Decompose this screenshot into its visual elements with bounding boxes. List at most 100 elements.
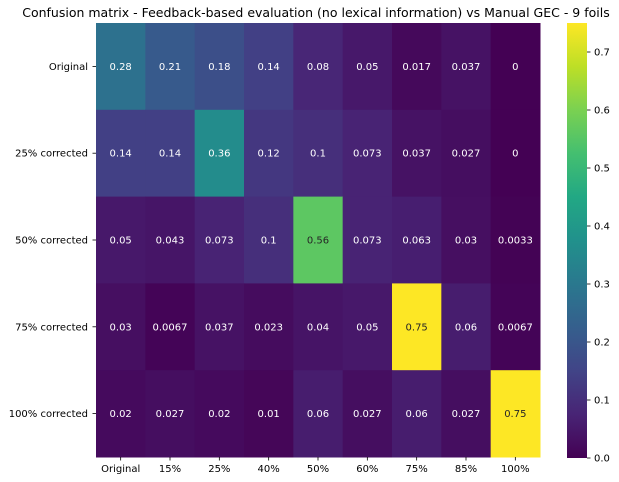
cell-value-label: 0.06 (307, 409, 329, 420)
colorbar-tick-label: 0.1 (594, 396, 610, 407)
cell-value-label: 0.073 (353, 236, 382, 247)
x-tick-label: 15% (159, 464, 181, 475)
heatmap-cell (293, 23, 344, 111)
heatmap-cell (342, 196, 393, 284)
heatmap-cell (145, 23, 196, 111)
heatmap-cell (145, 109, 196, 198)
heatmap-cell (194, 109, 245, 198)
heatmap-cell (293, 283, 344, 371)
cell-value-label: 0.02 (110, 409, 132, 420)
cell-value-label: 0.12 (258, 149, 280, 160)
heatmap-cell (342, 109, 393, 198)
cell-value-label: 0.14 (258, 62, 280, 73)
cell-value-label: 0.037 (402, 149, 431, 160)
heatmap-cell (293, 196, 344, 284)
cell-value-label: 0.1 (261, 236, 277, 247)
y-tick-label: 100% corrected (9, 409, 88, 420)
heatmap-cell (490, 196, 541, 284)
cell-value-label: 0.04 (307, 322, 329, 333)
heatmap-cell (342, 283, 393, 371)
colorbar-tick-label: 0.7 (594, 48, 610, 59)
heatmap-cell (441, 196, 492, 284)
heatmap-cell (490, 370, 541, 458)
heatmap-cell (244, 109, 294, 198)
colorbar-tick-label: 0.2 (594, 338, 610, 349)
heatmap-cell (441, 109, 492, 198)
cell-value-label: 0.037 (452, 62, 481, 73)
heatmap-cells: 0.28 0.21 0.18 0.14 0.08 0.05 0.017 0.037 0 0.14 0… (96, 23, 541, 458)
heatmap-cell (342, 23, 393, 111)
x-tick-label: 25% (208, 464, 230, 475)
x-tick-label: 60% (356, 464, 378, 475)
cell-value-label: 0.073 (353, 149, 382, 160)
cell-value-label: 0.0067 (153, 322, 188, 333)
x-tick-label: 75% (406, 464, 428, 475)
cell-value-label: 0.28 (110, 62, 132, 73)
cell-value-label: 0.043 (156, 236, 185, 247)
heatmap-cell (441, 23, 492, 111)
heatmap-cell (392, 109, 442, 198)
heatmap-cell (392, 283, 442, 371)
cell-value-label: 0.0033 (498, 236, 533, 247)
colorbar-tick-label: 0.6 (594, 106, 610, 117)
heatmap-cell (194, 283, 245, 371)
cell-value-label: 0.1 (310, 149, 326, 160)
heatmap-cell (392, 196, 442, 284)
cell-value-label: 0.05 (110, 236, 132, 247)
cell-value-label: 0.063 (402, 236, 431, 247)
cell-value-label: 0.073 (205, 236, 234, 247)
cell-value-label: 0 (512, 62, 518, 73)
heatmap-cell (293, 109, 344, 198)
colorbar-tick-label: 0.5 (594, 164, 610, 175)
heatmap-cell (244, 283, 294, 371)
heatmap-cell (392, 23, 442, 111)
y-tick-label: 50% corrected (15, 236, 88, 247)
cell-value-label: 0.14 (110, 149, 132, 160)
cell-value-label: 0.14 (159, 149, 181, 160)
cell-value-label: 0.06 (406, 409, 428, 420)
cell-value-label: 0.01 (258, 409, 280, 420)
cell-value-label: 0.75 (406, 322, 428, 333)
heatmap-cell (145, 196, 196, 284)
cell-value-label: 0.21 (159, 62, 181, 73)
heatmap-cell (194, 370, 245, 458)
x-tick-label: 40% (258, 464, 280, 475)
heatmap-cell (96, 283, 146, 371)
y-axis-ticks: Original 25% corrected 50% corrected 75% co… (9, 62, 96, 420)
cell-value-label: 0.08 (307, 62, 329, 73)
heatmap-cell (96, 109, 146, 198)
heatmap-cell (96, 370, 146, 458)
heatmap-cell (490, 23, 541, 111)
y-tick-label: Original (49, 62, 88, 73)
cell-value-label: 0.02 (208, 409, 230, 420)
colorbar-tick-label: 0.3 (594, 280, 610, 291)
cell-value-label: 0.037 (205, 322, 234, 333)
x-axis-ticks: Original 15% 25% 40% 50% 60% 75% 85% 100% (101, 457, 530, 475)
cell-value-label: 0.18 (208, 62, 230, 73)
heatmap-cell (194, 23, 245, 111)
colorbar: 0.0 0.1 0.2 0.3 0.4 0.5 0.6 0.7 (567, 23, 610, 465)
cell-value-label: 0.0067 (498, 322, 533, 333)
heatmap-cell (441, 283, 492, 371)
heatmap-cell (441, 370, 492, 458)
heatmap-cell (244, 23, 294, 111)
x-tick-label: 85% (455, 464, 477, 475)
cell-value-label: 0.75 (504, 409, 526, 420)
heatmap-cell (490, 109, 541, 198)
y-tick-label: 75% corrected (15, 322, 88, 333)
cell-value-label: 0.027 (353, 409, 382, 420)
cell-value-label: 0.03 (455, 236, 477, 247)
heatmap-cell (96, 196, 146, 284)
cell-value-label: 0.027 (156, 409, 185, 420)
cell-value-label: 0.05 (356, 62, 378, 73)
x-tick-label: 100% (501, 464, 530, 475)
colorbar-tick-label: 0.4 (594, 222, 610, 233)
heatmap-cell (96, 23, 146, 111)
cell-value-label: 0.36 (208, 149, 230, 160)
cell-value-label: 0.06 (455, 322, 477, 333)
cell-value-label: 0.03 (110, 322, 132, 333)
colorbar-gradient (567, 23, 587, 458)
heatmap-cell (244, 370, 294, 458)
colorbar-ticks: 0.0 0.1 0.2 0.3 0.4 0.5 0.6 0.7 (587, 48, 610, 465)
